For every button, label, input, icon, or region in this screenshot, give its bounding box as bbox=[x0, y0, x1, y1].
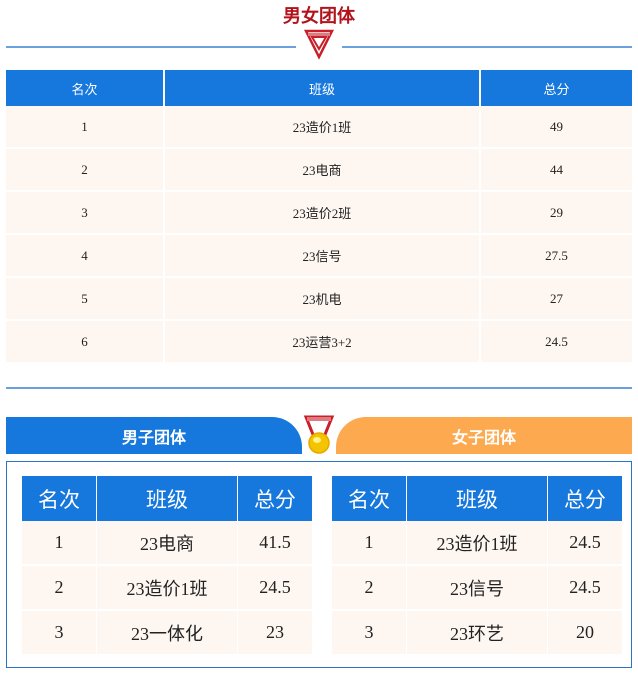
rank-cell: 2 bbox=[22, 566, 97, 611]
men-team-table: 名次 班级 总分 1 23电商 41.5 2 23造价1班 24.5 3 23一体化 23 bbox=[21, 476, 313, 656]
col-header-score: 总分 bbox=[237, 476, 312, 521]
class-cell: 23造价1班 bbox=[97, 566, 237, 611]
class-cell: 23造价1班 bbox=[407, 521, 547, 566]
class-cell: 23信号 bbox=[165, 235, 479, 278]
divider bbox=[6, 387, 632, 389]
rank-cell: 1 bbox=[332, 521, 407, 566]
rank-cell: 1 bbox=[22, 521, 97, 566]
col-header-class: 班级 bbox=[407, 476, 547, 521]
rank-cell: 3 bbox=[22, 611, 97, 656]
score-cell: 20 bbox=[547, 611, 622, 656]
score-cell: 29 bbox=[481, 192, 632, 235]
class-cell: 23电商 bbox=[165, 149, 479, 192]
table-row: 2 23电商 44 bbox=[6, 149, 632, 192]
tab-women[interactable]: 女子团体 bbox=[336, 417, 632, 454]
score-cell: 24.5 bbox=[547, 521, 622, 566]
divider bbox=[6, 46, 296, 48]
team-results-box bbox=[6, 461, 632, 668]
col-header-class: 班级 bbox=[165, 70, 479, 106]
score-cell: 27.5 bbox=[481, 235, 632, 278]
table-row: 1 23造价1班 49 bbox=[6, 106, 632, 149]
class-cell: 23机电 bbox=[165, 278, 479, 321]
rank-cell: 2 bbox=[332, 566, 407, 611]
medal-icon bbox=[303, 415, 335, 454]
class-cell: 23造价2班 bbox=[165, 192, 479, 235]
class-cell: 23运营3+2 bbox=[165, 321, 479, 364]
score-cell: 24.5 bbox=[481, 321, 632, 364]
class-cell: 23环艺 bbox=[407, 611, 547, 656]
table-row: 2 23信号 24.5 bbox=[332, 566, 622, 611]
score-cell: 41.5 bbox=[237, 521, 312, 566]
table-row: 6 23运营3+2 24.5 bbox=[6, 321, 632, 364]
col-header-rank: 名次 bbox=[22, 476, 97, 521]
class-cell: 23电商 bbox=[97, 521, 237, 566]
ribbon-chevron-icon bbox=[303, 29, 335, 60]
tab-men[interactable]: 男子团体 bbox=[6, 417, 302, 454]
table-row: 4 23信号 27.5 bbox=[6, 235, 632, 278]
rank-cell: 2 bbox=[6, 149, 163, 192]
table-row: 3 23一体化 23 bbox=[22, 611, 312, 656]
rank-cell: 3 bbox=[332, 611, 407, 656]
rank-cell: 1 bbox=[6, 106, 163, 149]
rank-cell: 6 bbox=[6, 321, 163, 364]
overall-team-table: 名次 班级 总分 1 23造价1班 49 2 23电商 44 3 23造价2班 29 4 23信号 2… bbox=[4, 70, 634, 364]
table-row: 1 23造价1班 24.5 bbox=[332, 521, 622, 566]
score-cell: 23 bbox=[237, 611, 312, 656]
table-row: 2 23造价1班 24.5 bbox=[22, 566, 312, 611]
class-cell: 23造价1班 bbox=[165, 106, 479, 149]
table-row: 1 23电商 41.5 bbox=[22, 521, 312, 566]
col-header-score: 总分 bbox=[547, 476, 622, 521]
class-cell: 23一体化 bbox=[97, 611, 237, 656]
score-cell: 24.5 bbox=[237, 566, 312, 611]
table-row: 5 23机电 27 bbox=[6, 278, 632, 321]
score-cell: 27 bbox=[481, 278, 632, 321]
women-team-table: 名次 班级 总分 1 23造价1班 24.5 2 23信号 24.5 3 23环艺 20 bbox=[331, 476, 623, 656]
col-header-score: 总分 bbox=[481, 70, 632, 106]
divider bbox=[342, 46, 632, 48]
score-cell: 24.5 bbox=[547, 566, 622, 611]
score-cell: 44 bbox=[481, 149, 632, 192]
col-header-rank: 名次 bbox=[6, 70, 163, 106]
col-header-rank: 名次 bbox=[332, 476, 407, 521]
rank-cell: 5 bbox=[6, 278, 163, 321]
page-title: 男女团体 bbox=[283, 6, 355, 27]
score-cell: 49 bbox=[481, 106, 632, 149]
rank-cell: 3 bbox=[6, 192, 163, 235]
rank-cell: 4 bbox=[6, 235, 163, 278]
table-row: 3 23环艺 20 bbox=[332, 611, 622, 656]
table-row: 3 23造价2班 29 bbox=[6, 192, 632, 235]
col-header-class: 班级 bbox=[97, 476, 237, 521]
class-cell: 23信号 bbox=[407, 566, 547, 611]
